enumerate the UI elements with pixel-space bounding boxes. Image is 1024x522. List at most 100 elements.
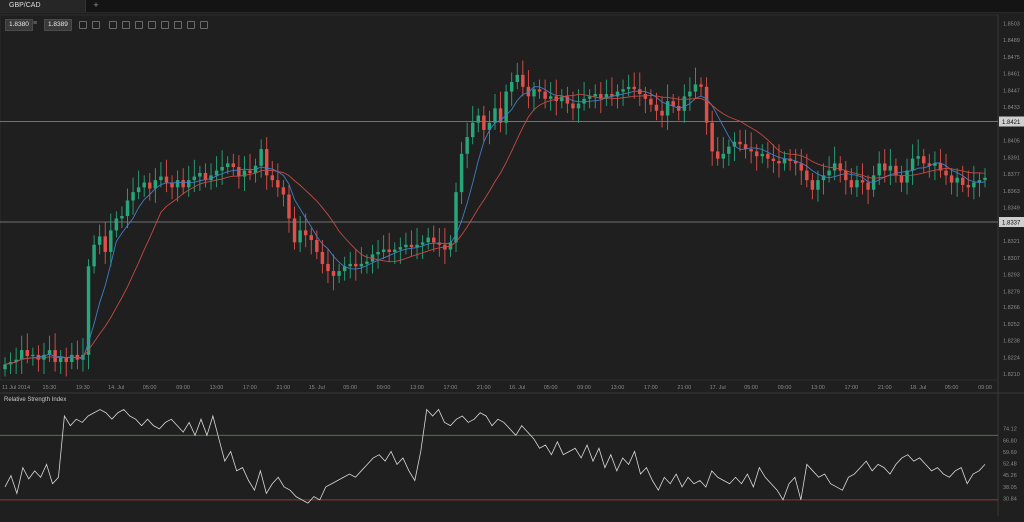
candle[interactable] xyxy=(671,101,675,106)
candle[interactable] xyxy=(264,149,269,176)
candle[interactable] xyxy=(348,263,352,267)
candle[interactable] xyxy=(426,237,430,243)
candle[interactable] xyxy=(738,141,742,145)
tab-gbpcad[interactable]: GBP/CAD xyxy=(0,0,86,12)
candle[interactable] xyxy=(181,180,185,188)
candle[interactable] xyxy=(248,170,252,173)
bars-icon[interactable] xyxy=(122,21,130,29)
candle[interactable] xyxy=(537,89,542,92)
candles-icon[interactable] xyxy=(109,21,117,29)
candle[interactable] xyxy=(665,101,670,116)
candle[interactable] xyxy=(615,91,620,97)
candle[interactable] xyxy=(610,93,614,97)
candle[interactable] xyxy=(187,180,191,188)
candle[interactable] xyxy=(704,86,709,123)
candle[interactable] xyxy=(242,170,247,177)
candle[interactable] xyxy=(114,218,119,231)
candle[interactable] xyxy=(209,175,213,181)
candle[interactable] xyxy=(476,115,481,123)
indicators-icon[interactable] xyxy=(187,21,195,29)
candle[interactable] xyxy=(376,251,380,255)
candle[interactable] xyxy=(109,230,113,252)
candle[interactable] xyxy=(626,86,631,90)
candle[interactable] xyxy=(760,153,764,157)
candle[interactable] xyxy=(721,153,726,159)
candle[interactable] xyxy=(883,163,887,171)
candle[interactable] xyxy=(220,166,224,171)
candle[interactable] xyxy=(955,177,959,183)
candle[interactable] xyxy=(92,244,96,267)
candle[interactable] xyxy=(977,180,982,183)
candle[interactable] xyxy=(203,172,208,181)
candle[interactable] xyxy=(153,180,158,189)
candle[interactable] xyxy=(716,151,720,159)
candle[interactable] xyxy=(19,350,24,360)
candle[interactable] xyxy=(855,180,859,188)
candle[interactable] xyxy=(521,74,525,87)
candle[interactable] xyxy=(576,103,581,109)
candle[interactable] xyxy=(315,239,319,252)
candle[interactable] xyxy=(120,216,124,219)
candle[interactable] xyxy=(927,163,932,166)
candle[interactable] xyxy=(654,104,659,111)
candle[interactable] xyxy=(548,96,553,99)
candle[interactable] xyxy=(587,96,592,99)
candle[interactable] xyxy=(754,151,759,157)
candle[interactable] xyxy=(270,175,274,181)
candle[interactable] xyxy=(799,163,803,171)
candle[interactable] xyxy=(142,182,146,188)
candle[interactable] xyxy=(415,244,419,248)
candle[interactable] xyxy=(136,187,141,193)
candle[interactable] xyxy=(398,247,403,250)
candle[interactable] xyxy=(905,170,909,183)
candle[interactable] xyxy=(365,261,369,264)
candle[interactable] xyxy=(515,74,519,83)
grid-icon[interactable] xyxy=(161,21,169,29)
candle[interactable] xyxy=(125,200,130,217)
candle[interactable] xyxy=(287,194,291,219)
candle[interactable] xyxy=(192,176,197,181)
candle[interactable] xyxy=(148,182,152,189)
candle[interactable] xyxy=(454,192,458,243)
candle[interactable] xyxy=(493,108,497,123)
candle[interactable] xyxy=(793,161,798,164)
candle[interactable] xyxy=(643,93,648,99)
candle[interactable] xyxy=(894,165,898,176)
candle[interactable] xyxy=(810,180,815,190)
candle[interactable] xyxy=(938,163,943,171)
candle[interactable] xyxy=(471,122,475,138)
candle[interactable] xyxy=(693,84,698,92)
candle[interactable] xyxy=(749,149,753,152)
candle[interactable] xyxy=(922,156,926,164)
candle[interactable] xyxy=(832,163,837,171)
candle[interactable] xyxy=(599,93,603,99)
candle[interactable] xyxy=(97,236,102,245)
line-icon[interactable] xyxy=(135,21,143,29)
candle[interactable] xyxy=(699,84,703,87)
candle[interactable] xyxy=(281,187,286,195)
candle[interactable] xyxy=(64,357,68,363)
candle[interactable] xyxy=(916,156,920,159)
candle[interactable] xyxy=(944,170,948,176)
candle[interactable] xyxy=(342,266,347,272)
candle[interactable] xyxy=(571,103,575,109)
candle[interactable] xyxy=(688,91,692,97)
candle[interactable] xyxy=(354,263,358,267)
candle[interactable] xyxy=(25,350,29,357)
candle[interactable] xyxy=(866,182,870,190)
candle[interactable] xyxy=(164,176,169,183)
candle[interactable] xyxy=(821,175,826,181)
candle[interactable] xyxy=(727,146,731,154)
candle[interactable] xyxy=(860,180,865,183)
candle[interactable] xyxy=(259,149,263,166)
draw-icon[interactable] xyxy=(200,21,208,29)
candle[interactable] xyxy=(961,177,965,185)
candle[interactable] xyxy=(214,170,219,176)
candle[interactable] xyxy=(14,359,18,363)
candle[interactable] xyxy=(47,350,52,355)
candle[interactable] xyxy=(966,184,971,188)
candle[interactable] xyxy=(498,108,503,123)
candle[interactable] xyxy=(509,82,514,92)
candle[interactable] xyxy=(409,244,414,248)
